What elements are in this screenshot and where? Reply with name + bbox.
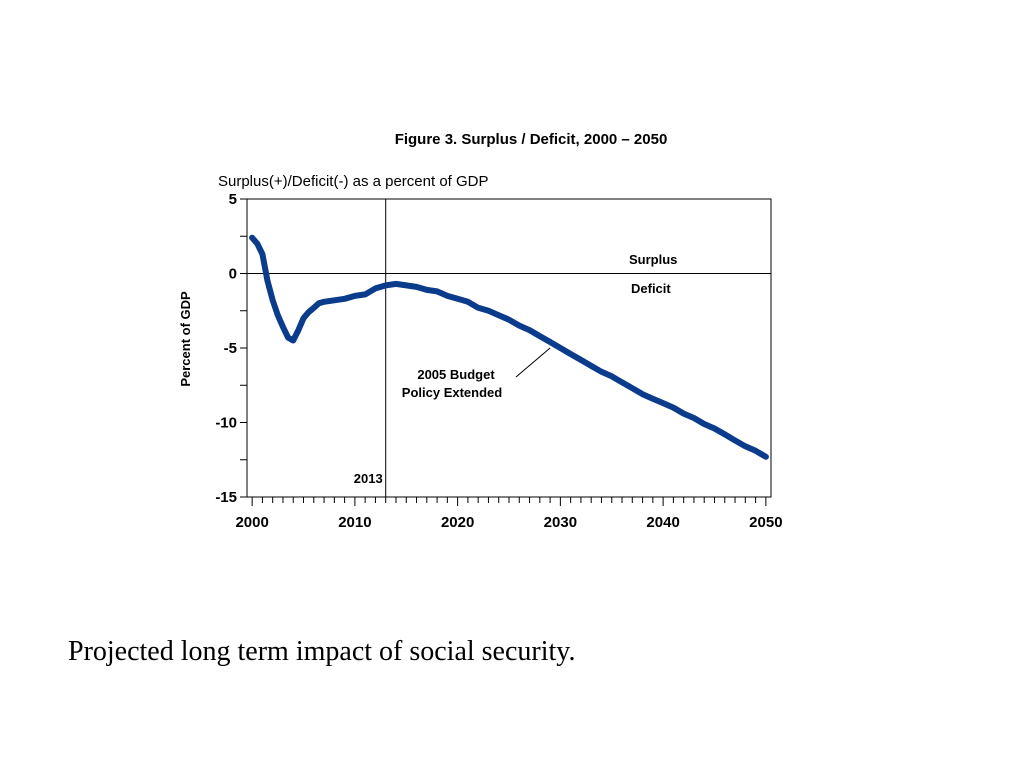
y-axis-ticks: 5 0 -5 -10 -15 <box>215 191 247 506</box>
chart-title: Figure 3. Surplus / Deficit, 2000 – 2050 <box>395 131 668 148</box>
x-tick-label: 2000 <box>235 514 268 531</box>
annotation-leader-line <box>515 347 551 378</box>
x-tick-label: 2010 <box>338 514 371 531</box>
x-tick-label: 2050 <box>749 514 782 531</box>
y-axis-label: Percent of GDP <box>178 291 193 387</box>
y-tick-label: 5 <box>229 191 237 208</box>
slide-caption: Projected long term impact of social sec… <box>68 636 576 667</box>
series-line <box>249 234 769 460</box>
y-tick-label: -10 <box>215 415 237 432</box>
plot-frame <box>246 198 772 498</box>
y-tick-label: 0 <box>229 266 237 283</box>
deficit-chart: Figure 3. Surplus / Deficit, 2000 – 2050… <box>178 131 783 531</box>
chart-subtitle: Surplus(+)/Deficit(-) as a percent of GD… <box>218 173 489 190</box>
y-tick-label: -15 <box>215 489 237 506</box>
annotation-line-2: Policy Extended <box>402 385 502 400</box>
x-axis-ticks: 2000 2010 2020 2030 2040 2050 <box>235 497 783 531</box>
x-tick-label: 2030 <box>544 514 577 531</box>
reference-line-label: 2013 <box>354 471 383 486</box>
x-tick-label: 2040 <box>646 514 679 531</box>
annotation-line-1: 2005 Budget <box>417 367 495 382</box>
surplus-label: Surplus <box>629 252 677 267</box>
deficit-label: Deficit <box>631 281 671 296</box>
y-tick-label: -5 <box>224 340 237 357</box>
x-tick-label: 2020 <box>441 514 474 531</box>
